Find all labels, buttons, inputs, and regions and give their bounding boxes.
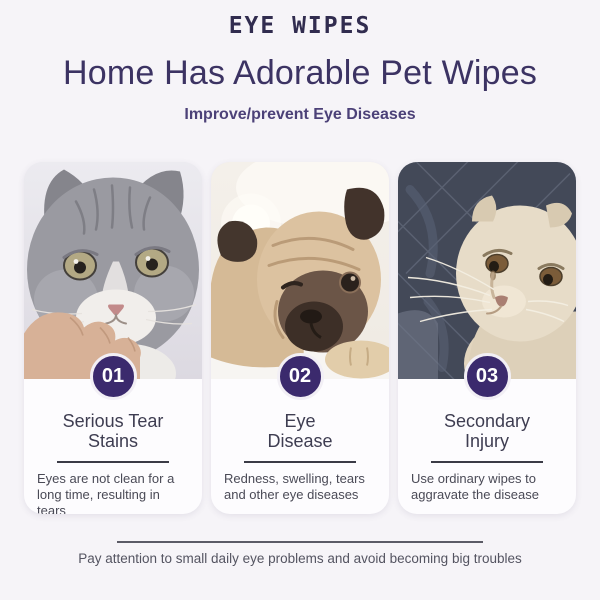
gray-cat-photo [24, 162, 202, 379]
header: EYE WIPES Home Has Adorable Pet Wipes Im… [0, 0, 600, 124]
footer: Pay attention to small daily eye problem… [0, 541, 600, 566]
pug-photo [211, 162, 389, 379]
card-secondary-injury: 03 Secondary Injury Use ordinary wipes t… [398, 162, 576, 514]
cream-cat-photo [398, 162, 576, 379]
eyebrow-title: EYE WIPES [228, 13, 372, 39]
benefit-cards: 01 Serious Tear Stains Eyes are not clea… [0, 162, 600, 514]
card-title: Eye Disease [267, 411, 333, 452]
card-eye-disease: 02 Eye Disease Redness, swelling, tears … [211, 162, 389, 514]
card-title: Serious Tear Stains [62, 411, 164, 452]
card-description: Eyes are not clean for a long time, resu… [37, 470, 175, 514]
card-divider [57, 460, 169, 463]
step-badge-02: 02 [276, 353, 324, 400]
card-divider [431, 460, 543, 463]
page-title: Home Has Adorable Pet Wipes [62, 54, 538, 92]
footer-note: Pay attention to small daily eye problem… [78, 551, 522, 566]
card-description: Use ordinary wipes to aggravate the dise… [411, 470, 539, 502]
card-serious-tear-stains: 01 Serious Tear Stains Eyes are not clea… [24, 162, 202, 514]
card-divider [244, 460, 356, 463]
card-title: Secondary Injury [443, 411, 531, 452]
page-subtitle: Improve/prevent Eye Diseases [184, 106, 416, 123]
footer-divider [117, 541, 483, 543]
step-badge-03: 03 [463, 353, 511, 400]
step-badge-01: 01 [89, 353, 137, 400]
card-description: Redness, swelling, tears and other eye d… [224, 470, 365, 502]
